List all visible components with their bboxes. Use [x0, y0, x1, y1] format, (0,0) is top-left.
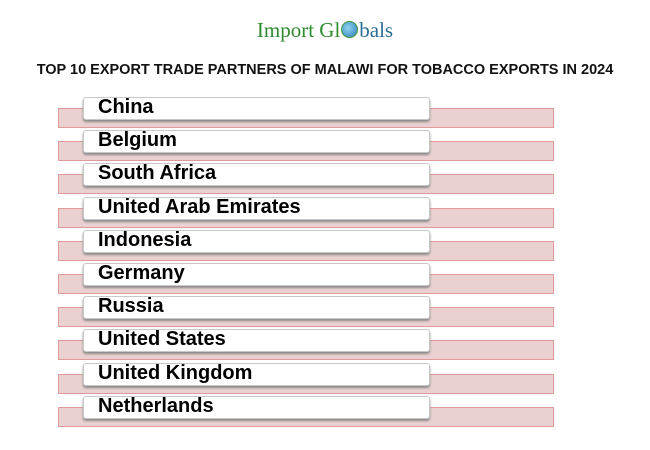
- list-item: Netherlands: [0, 394, 650, 429]
- list-item: China: [0, 96, 650, 130]
- list-item: Belgium: [0, 129, 650, 163]
- label-box: South Africa: [83, 162, 430, 187]
- list-item: Russia: [0, 295, 650, 329]
- page-title: TOP 10 EXPORT TRADE PARTNERS OF MALAWI F…: [36, 62, 614, 78]
- list-item: Germany: [0, 262, 650, 296]
- partner-name: United Arab Emirates: [98, 195, 301, 218]
- logo-text-2: bals: [359, 18, 394, 42]
- globe-icon: [341, 21, 359, 38]
- list-item: United States: [0, 328, 650, 362]
- label-box: Netherlands: [83, 394, 430, 419]
- partner-name: Netherlands: [98, 394, 214, 417]
- partner-name: Russia: [98, 295, 164, 318]
- label-box: China: [83, 96, 430, 120]
- partner-name: Germany: [98, 262, 185, 284]
- partner-name: Indonesia: [98, 228, 192, 251]
- label-box: Germany: [83, 262, 430, 286]
- partner-name: China: [98, 96, 154, 118]
- list-item: South Africa: [0, 162, 650, 196]
- partner-name: Belgium: [98, 129, 177, 152]
- partner-name: South Africa: [98, 162, 217, 185]
- label-box: Indonesia: [83, 228, 430, 253]
- partner-name: United Kingdom: [98, 361, 253, 384]
- partner-name: United States: [98, 328, 226, 351]
- list-item: United Kingdom: [0, 361, 650, 396]
- list-item: United Arab Emirates: [0, 195, 650, 230]
- logo-text-1: Import Gl: [256, 18, 341, 42]
- label-box: United Kingdom: [83, 361, 430, 386]
- label-box: United States: [83, 328, 430, 353]
- list-item: Indonesia: [0, 228, 650, 263]
- label-box: Russia: [83, 295, 430, 320]
- label-box: Belgium: [83, 129, 430, 154]
- import-globals-logo: Import Gl bals: [0, 18, 650, 43]
- label-box: United Arab Emirates: [83, 195, 430, 220]
